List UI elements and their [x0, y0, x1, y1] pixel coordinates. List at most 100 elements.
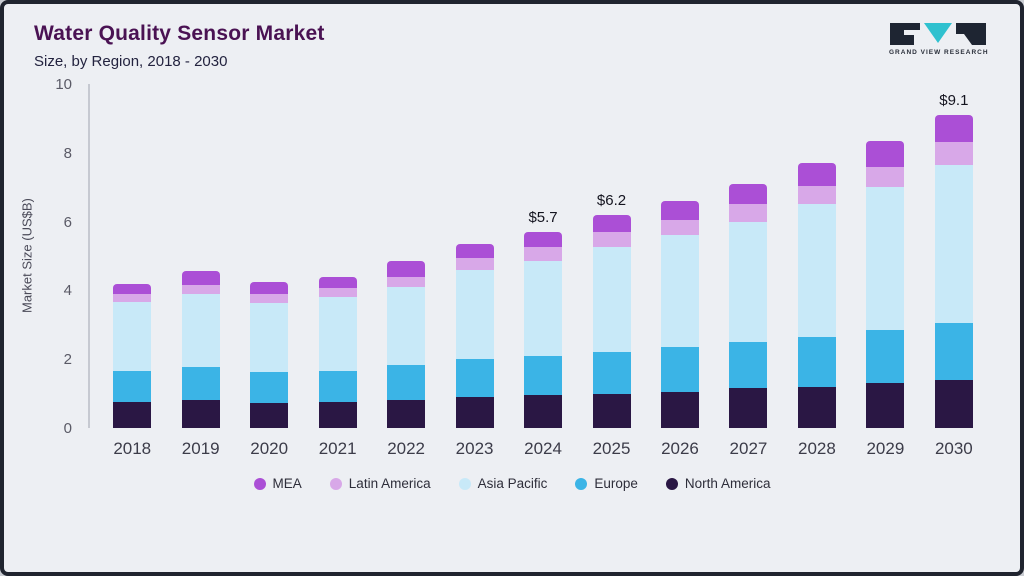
segment-europe-2022	[387, 365, 426, 400]
legend-label: Asia Pacific	[477, 476, 548, 491]
x-tick-2027: 2027	[729, 439, 768, 458]
chart-area: Market Size (US$B) 0 2 4 6 8 10 2018 2019 2020 2…	[4, 70, 1020, 459]
bar-stack-2028	[783, 84, 851, 428]
x-tick-2026: 2026	[661, 439, 699, 458]
bar-stack-2025: $6.2	[577, 84, 645, 428]
segment-europe-2027	[729, 342, 768, 389]
segment-asia-pacific-2026	[660, 235, 699, 348]
segment-north-america-2030	[934, 379, 973, 428]
legend-label: Europe	[594, 476, 638, 491]
x-tick-2030: 2030	[934, 439, 973, 458]
segment-latin-america-2020	[250, 293, 289, 304]
x-tick-2023: 2023	[455, 439, 494, 458]
chart-title: Water Quality Sensor Market	[34, 22, 325, 45]
segment-mea-2028	[797, 163, 836, 186]
segment-asia-pacific-2023	[455, 269, 494, 360]
bar-column-2020: 2020	[235, 84, 303, 459]
legend-label: North America	[684, 476, 771, 491]
value-label-2025: $6.2	[596, 191, 627, 209]
segment-europe-2023	[455, 359, 494, 397]
value-label-2024: $5.7	[528, 208, 558, 226]
segment-asia-pacific-2029	[866, 187, 905, 331]
segment-asia-pacific-2020	[250, 303, 289, 373]
segment-latin-america-2019	[181, 284, 220, 294]
x-tick-2024: 2024	[524, 439, 562, 458]
y-tick-2: 2	[63, 351, 72, 369]
bar-stack-2021	[303, 84, 371, 428]
bar-column-2026: 2026	[646, 84, 714, 459]
y-axis-ticks: 0 2 4 6 8 10	[38, 76, 80, 437]
legend: MEA Latin America Asia Pacific Europe North …	[4, 476, 1020, 491]
segment-north-america-2022	[387, 399, 426, 428]
segment-north-america-2018	[113, 402, 152, 428]
segment-mea-2029	[866, 140, 905, 167]
bar-stack-2024: $5.7	[509, 84, 577, 428]
legend-label: Latin America	[348, 476, 431, 491]
y-tick-0: 0	[63, 420, 72, 437]
bar-column-2030: $9.1 2030	[920, 84, 988, 459]
segment-mea-2021	[318, 276, 357, 288]
x-tick-2019: 2019	[181, 439, 220, 458]
segment-asia-pacific-2030	[934, 164, 973, 324]
segment-asia-pacific-2027	[729, 221, 768, 343]
bar-stack-2029	[851, 84, 919, 428]
segment-latin-america-2027	[729, 204, 768, 222]
segment-europe-2030	[934, 323, 973, 380]
value-label-2030: $9.1	[939, 91, 969, 109]
segment-north-america-2027	[729, 388, 768, 428]
bar-stack-2018	[98, 84, 166, 428]
segment-north-america-2025	[592, 393, 631, 428]
legend-item-europe: Europe	[575, 476, 638, 491]
legend-item-asia-pacific: Asia Pacific	[458, 476, 548, 491]
bar-column-2024: $5.7 2024	[509, 84, 577, 459]
segment-asia-pacific-2018	[113, 302, 152, 372]
segment-latin-america-2026	[660, 219, 699, 236]
bar-stack-2023	[440, 84, 508, 428]
segment-asia-pacific-2025	[592, 247, 631, 353]
segment-latin-america-2022	[387, 276, 426, 288]
segment-asia-pacific-2021	[318, 297, 357, 372]
x-tick-2022: 2022	[387, 439, 426, 458]
segment-latin-america-2025	[592, 231, 631, 248]
segment-mea-2020	[250, 281, 289, 294]
segment-mea-2026	[660, 201, 699, 220]
bar-stack-2027	[714, 84, 782, 428]
segment-north-america-2024	[524, 395, 563, 428]
segment-latin-america-2030	[934, 142, 973, 165]
segment-europe-2021	[318, 371, 357, 403]
plot-region: 0 2 4 6 8 10 2018 2019 2020 2021 2022 2023 $5.7 2024…	[38, 76, 994, 459]
gvr-logo-icon	[890, 23, 986, 45]
segment-mea-2018	[113, 283, 152, 294]
y-tick-10: 10	[55, 76, 72, 93]
y-tick-8: 8	[63, 144, 72, 162]
segment-north-america-2029	[866, 383, 905, 428]
segment-north-america-2019	[181, 399, 220, 428]
segment-latin-america-2023	[455, 257, 494, 270]
segment-mea-2023	[455, 244, 494, 258]
bar-stack-2020	[235, 84, 303, 428]
segment-latin-america-2018	[113, 293, 152, 303]
segment-north-america-2026	[660, 391, 699, 428]
header-titles: Water Quality Sensor Market Size, by Reg…	[34, 22, 325, 70]
bar-stack-2019	[166, 84, 234, 428]
legend-item-latin-america: Latin America	[329, 476, 431, 491]
bar-column-2023: 2023	[440, 84, 508, 459]
y-axis-title: Market Size (US$B)	[19, 198, 35, 314]
bar-column-2021: 2021	[303, 84, 371, 459]
bar-column-2028: 2028	[783, 84, 851, 459]
segment-europe-2028	[797, 336, 836, 387]
x-tick-2018: 2018	[113, 439, 152, 458]
bar-column-2029: 2029	[851, 84, 919, 459]
segment-europe-2018	[113, 371, 152, 403]
legend-item-north-america: North America	[665, 476, 771, 491]
legend-dot-mea	[253, 477, 266, 490]
segment-latin-america-2021	[318, 287, 357, 298]
segment-asia-pacific-2019	[181, 293, 220, 368]
segment-europe-2019	[181, 367, 220, 400]
segment-europe-2026	[660, 347, 699, 392]
segment-mea-2024	[524, 231, 563, 248]
x-tick-2029: 2029	[866, 439, 905, 458]
segment-europe-2025	[592, 352, 631, 394]
segment-latin-america-2028	[797, 185, 836, 205]
